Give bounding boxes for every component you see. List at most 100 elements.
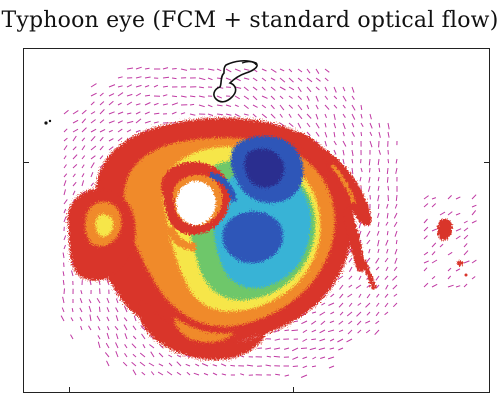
motion-vector	[329, 347, 335, 350]
motion-vector	[463, 227, 469, 232]
motion-vector	[291, 347, 299, 352]
motion-vector	[275, 373, 281, 376]
motion-vector	[141, 333, 146, 340]
motion-vector	[261, 77, 267, 82]
motion-vector	[185, 363, 191, 367]
motion-vector	[99, 145, 104, 151]
eye-ring	[166, 172, 237, 251]
motion-vector	[126, 101, 133, 106]
motion-vector	[108, 120, 115, 124]
motion-vector	[351, 149, 354, 157]
motion-vector	[61, 307, 65, 313]
motion-vector	[375, 284, 380, 289]
motion-vector	[115, 351, 119, 358]
motion-vector	[90, 83, 97, 88]
motion-vector	[158, 363, 164, 367]
motion-vector	[315, 68, 320, 74]
motion-vector	[351, 113, 356, 120]
motion-vector	[108, 138, 114, 142]
motion-vector	[140, 325, 146, 331]
motion-vector	[366, 311, 371, 316]
motion-vector	[189, 95, 196, 98]
motion-vector	[270, 95, 276, 100]
motion-vector	[216, 113, 223, 116]
motion-vector	[108, 84, 116, 88]
motion-vector	[346, 338, 353, 343]
motion-vector	[81, 180, 85, 187]
motion-vector	[342, 95, 347, 102]
motion-vector	[180, 68, 188, 71]
motion-vector	[252, 77, 258, 82]
motion-vector	[386, 176, 389, 183]
motion-vector	[252, 104, 258, 108]
motion-vector	[319, 338, 326, 342]
motion-vector	[270, 113, 276, 119]
motion-vector	[261, 95, 268, 99]
motion-vector	[342, 140, 347, 147]
motion-vector	[324, 77, 329, 82]
motion-vector	[279, 68, 285, 72]
motion-vector	[252, 86, 258, 91]
motion-vector	[162, 103, 169, 106]
motion-vector	[288, 104, 294, 109]
motion-vector	[358, 293, 362, 298]
motion-vector	[447, 275, 452, 280]
deep-blue-core	[244, 148, 284, 188]
motion-vector	[447, 251, 453, 256]
motion-vector	[72, 128, 79, 133]
motion-vector	[471, 220, 477, 224]
motion-vector	[374, 329, 380, 336]
motion-vector	[63, 288, 65, 295]
motion-vector	[123, 324, 128, 331]
motion-vector	[339, 311, 344, 316]
motion-vector	[395, 158, 398, 164]
motion-vector	[309, 347, 317, 351]
motion-vector	[339, 284, 344, 290]
motion-vector	[193, 372, 200, 376]
motion-vector	[431, 197, 437, 200]
motion-vector	[315, 77, 321, 82]
motion-vector	[153, 84, 159, 88]
motion-vector	[72, 173, 76, 178]
motion-vector	[171, 111, 177, 115]
motion-vector	[283, 347, 290, 350]
motion-vector	[153, 112, 160, 115]
motion-vector	[207, 68, 215, 71]
motion-vector	[431, 203, 437, 208]
motion-vector	[342, 113, 346, 118]
motion-vector	[171, 102, 179, 106]
noise-specks	[44, 119, 468, 277]
motion-vector	[386, 230, 389, 236]
motion-vector	[375, 257, 380, 264]
motion-vector	[122, 361, 128, 367]
motion-vector	[348, 257, 353, 263]
motion-vector	[96, 315, 101, 322]
motion-vector	[423, 203, 429, 208]
motion-vector	[89, 279, 92, 286]
motion-vector	[139, 352, 146, 358]
motion-vector	[123, 305, 128, 313]
motion-vector	[106, 279, 110, 286]
motion-vector	[265, 364, 272, 367]
motion-vector	[81, 109, 87, 115]
motion-vector	[311, 320, 317, 325]
motion-vector	[455, 212, 461, 216]
motion-vector	[324, 131, 328, 138]
motion-vector	[162, 85, 168, 88]
motion-vector	[324, 104, 330, 110]
motion-vector	[386, 203, 389, 209]
motion-vector	[72, 110, 79, 115]
motion-vector	[115, 342, 119, 349]
typhoon-visualization	[44, 60, 477, 378]
motion-vector	[288, 113, 292, 118]
motion-vector	[360, 122, 364, 128]
motion-vector	[329, 338, 335, 342]
motion-vector	[431, 228, 437, 232]
motion-vector	[330, 311, 335, 315]
motion-vector	[338, 347, 344, 351]
motion-vector	[234, 113, 240, 117]
motion-vector	[385, 239, 389, 246]
motion-vector	[306, 95, 310, 101]
motion-vector	[79, 317, 83, 322]
motion-vector	[243, 77, 250, 80]
